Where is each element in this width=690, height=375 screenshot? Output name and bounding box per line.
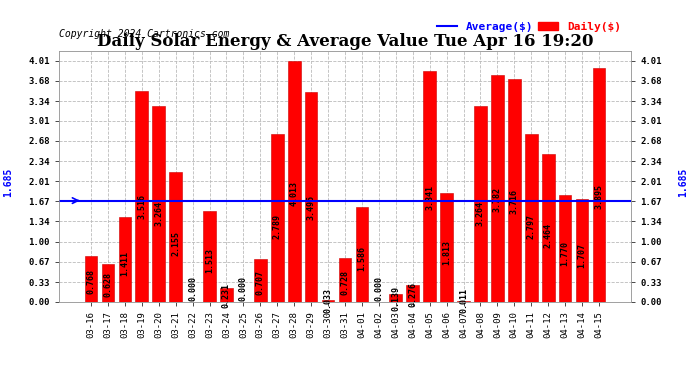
- Text: 0.033: 0.033: [324, 288, 333, 313]
- Bar: [593, 68, 605, 302]
- Text: 3.516: 3.516: [137, 194, 146, 219]
- Text: 1.685: 1.685: [679, 168, 689, 197]
- Bar: [169, 172, 182, 302]
- Text: 0.628: 0.628: [104, 272, 112, 297]
- Text: 1.411: 1.411: [120, 251, 130, 276]
- Text: 0.231: 0.231: [222, 283, 231, 308]
- Bar: [542, 154, 555, 302]
- Bar: [440, 193, 453, 302]
- Text: 3.782: 3.782: [493, 187, 502, 212]
- Bar: [85, 256, 97, 302]
- Bar: [135, 90, 148, 302]
- Text: 3.895: 3.895: [595, 184, 604, 209]
- Bar: [406, 285, 419, 302]
- Text: 0.011: 0.011: [459, 288, 468, 313]
- Bar: [288, 61, 301, 302]
- Bar: [220, 288, 233, 302]
- Text: 2.464: 2.464: [544, 223, 553, 248]
- Text: 0.768: 0.768: [86, 268, 95, 294]
- Text: 0.276: 0.276: [408, 282, 417, 307]
- Text: 1.813: 1.813: [442, 240, 451, 266]
- Bar: [508, 78, 521, 302]
- Text: 0.707: 0.707: [256, 270, 265, 295]
- Bar: [203, 211, 216, 302]
- Bar: [525, 134, 538, 302]
- Text: 4.013: 4.013: [290, 181, 299, 206]
- Text: 1.770: 1.770: [560, 242, 570, 267]
- Text: 0.000: 0.000: [239, 276, 248, 301]
- Text: 0.000: 0.000: [375, 276, 384, 301]
- Legend: Average($), Daily($): Average($), Daily($): [432, 17, 626, 36]
- Bar: [474, 106, 487, 302]
- Text: 2.155: 2.155: [171, 231, 180, 256]
- Text: 1.707: 1.707: [578, 243, 586, 268]
- Bar: [101, 264, 115, 302]
- Text: Copyright 2024 Cartronics.com: Copyright 2024 Cartronics.com: [59, 29, 229, 39]
- Bar: [271, 134, 284, 302]
- Bar: [339, 258, 351, 302]
- Bar: [389, 294, 402, 302]
- Text: 2.789: 2.789: [273, 214, 282, 239]
- Text: 2.797: 2.797: [526, 214, 535, 239]
- Text: 1.685: 1.685: [3, 168, 13, 197]
- Bar: [355, 207, 368, 302]
- Text: 1.586: 1.586: [357, 246, 366, 272]
- Bar: [119, 217, 131, 302]
- Bar: [152, 106, 165, 302]
- Text: 3.264: 3.264: [476, 201, 485, 226]
- Bar: [423, 71, 436, 302]
- Bar: [322, 300, 335, 302]
- Text: 0.728: 0.728: [340, 270, 350, 295]
- Bar: [491, 75, 504, 302]
- Bar: [305, 92, 317, 302]
- Text: 3.716: 3.716: [510, 189, 519, 214]
- Title: Daily Solar Energy & Average Value Tue Apr 16 19:20: Daily Solar Energy & Average Value Tue A…: [97, 33, 593, 51]
- Text: 1.513: 1.513: [205, 249, 214, 273]
- Bar: [575, 199, 589, 302]
- Text: 0.000: 0.000: [188, 276, 197, 301]
- Text: 0.139: 0.139: [391, 286, 400, 310]
- Bar: [254, 260, 267, 302]
- Text: 3.841: 3.841: [425, 186, 434, 210]
- Text: 3.264: 3.264: [155, 201, 164, 226]
- Bar: [559, 195, 571, 302]
- Text: 3.496: 3.496: [306, 195, 315, 220]
- Bar: [457, 301, 470, 302]
